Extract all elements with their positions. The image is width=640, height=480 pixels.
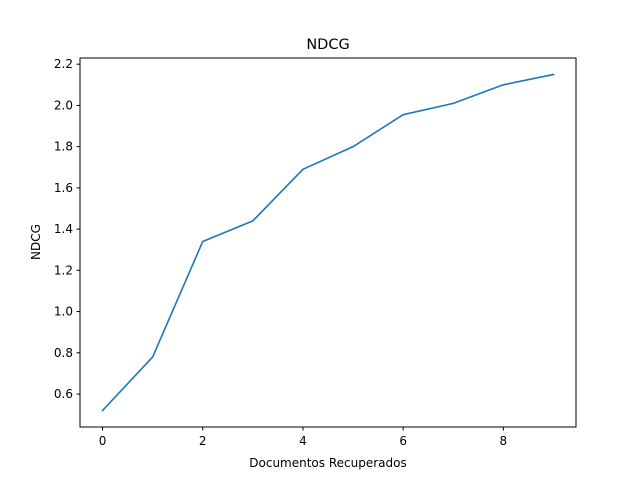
y-tick-label: 0.6 bbox=[54, 387, 73, 401]
y-axis: 0.6 0.8 1.0 1.2 1.4 1.6 1.8 2.0 2.2 bbox=[54, 57, 80, 401]
y-tick-label: 1.6 bbox=[54, 181, 73, 195]
x-axis: 0 2 4 6 8 bbox=[99, 427, 507, 448]
y-tick-label: 1.4 bbox=[54, 222, 73, 236]
x-tick-label: 8 bbox=[500, 434, 508, 448]
x-tick-label: 4 bbox=[299, 434, 307, 448]
chart-title: NDCG bbox=[306, 37, 349, 53]
y-tick-label: 0.8 bbox=[54, 346, 73, 360]
data-point bbox=[101, 409, 104, 412]
series-line bbox=[101, 73, 555, 412]
plot-frame bbox=[79, 57, 577, 428]
x-tick-label: 0 bbox=[99, 434, 107, 448]
y-tick-label: 1.0 bbox=[54, 305, 73, 319]
plot-area bbox=[101, 73, 555, 412]
data-point bbox=[552, 73, 555, 76]
data-point bbox=[302, 168, 304, 171]
y-tick-label: 2.0 bbox=[54, 98, 73, 112]
data-point bbox=[252, 220, 254, 222]
y-tick-label: 2.2 bbox=[54, 57, 73, 71]
y-tick-label: 1.2 bbox=[54, 263, 73, 277]
x-axis-label: Documentos Recuperados bbox=[249, 456, 406, 470]
data-point bbox=[502, 83, 505, 86]
x-tick-label: 6 bbox=[399, 434, 407, 448]
y-axis-label: NDCG bbox=[29, 224, 43, 260]
data-point bbox=[201, 240, 204, 243]
data-point bbox=[402, 113, 404, 116]
y-tick-label: 1.8 bbox=[54, 140, 73, 154]
x-tick-label: 2 bbox=[199, 434, 207, 448]
data-point bbox=[151, 356, 154, 358]
data-point bbox=[452, 102, 455, 105]
data-point bbox=[352, 145, 354, 148]
